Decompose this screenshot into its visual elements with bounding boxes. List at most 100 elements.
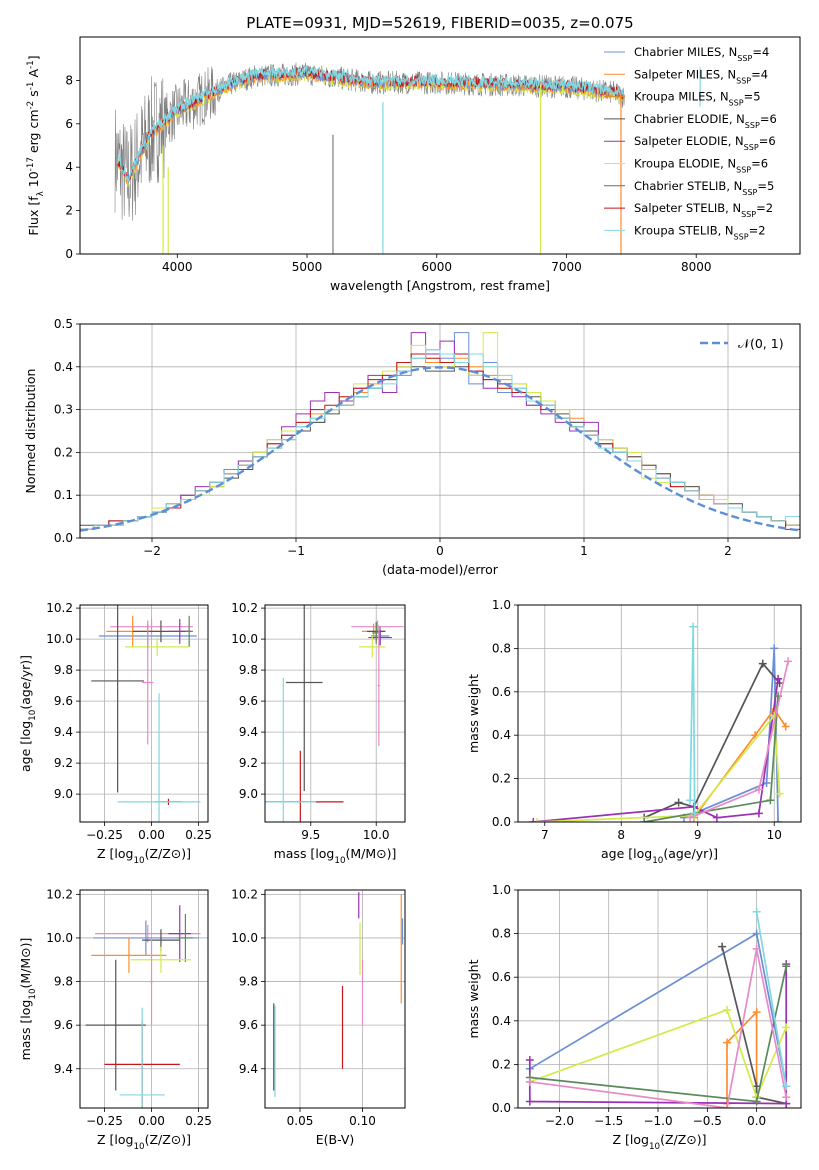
y-tick-label: 8 <box>65 73 73 87</box>
y-axis-label: Normed distribution <box>23 369 38 494</box>
y-tick-label: 10.2 <box>231 887 258 901</box>
mass-weight-point <box>754 809 763 818</box>
x-axis-label: mass [log10(M/M⊙)] <box>274 846 397 866</box>
mass-weight-point <box>718 942 727 951</box>
mass-weight-point <box>782 1093 791 1102</box>
legend-entry: Salpeter ELODIE, NSSP=6 <box>634 134 776 152</box>
mass-weight-point <box>640 818 649 822</box>
y-tick-label: 9.4 <box>54 725 73 739</box>
x-tick-label: −0.25 <box>86 1114 123 1128</box>
y-tick-label: 0.6 <box>492 970 511 984</box>
y-tick-label: 0.3 <box>54 403 73 417</box>
y-tick-label: 0.0 <box>54 531 73 545</box>
y-tick-label: 9.8 <box>54 975 73 989</box>
x-tick-label: 9.5 <box>301 828 320 842</box>
y-tick-label: 6 <box>65 117 73 131</box>
mass-vs-metallicity-panel: −0.25 0.00 0.25 9.4 9.6 9.8 10.0 10.2 Z [log10(Z… <box>18 887 212 1152</box>
plot-area <box>114 62 701 254</box>
mass-weight-point <box>758 659 767 668</box>
y-tick-label: 10.0 <box>231 931 258 945</box>
mass-weight-point <box>525 1097 534 1106</box>
legend-entry: Kroupa MILES, NSSP=5 <box>634 90 761 108</box>
x-tick-label: 0.25 <box>185 1114 212 1128</box>
x-tick-label: 0 <box>436 544 444 558</box>
y-tick-label: 0.8 <box>492 641 511 655</box>
age-vs-metallicity-panel: −0.25 0.00 0.25 9.0 9.2 9.4 9.6 9.8 10.0 10.2 Z [l… <box>18 601 212 866</box>
y-tick-label: 9.6 <box>239 694 258 708</box>
legend-entry: Chabrier ELODIE, NSSP=6 <box>634 112 777 129</box>
y-tick-label: 2 <box>65 204 73 218</box>
y-tick-label: 10.0 <box>46 632 73 646</box>
y-tick-label: 10.0 <box>46 931 73 945</box>
y-tick-label: 9.0 <box>239 787 258 801</box>
x-tick-label: −2 <box>143 544 161 558</box>
plot-area <box>265 605 404 822</box>
mass-weight-point <box>689 622 698 631</box>
plot-area <box>525 907 791 1108</box>
mass-weight-point <box>774 674 783 683</box>
mass-weight-point <box>712 813 721 822</box>
mass-vs-extinction-panel: 0.05 0.10 9.4 9.6 9.8 10.0 10.2 E(B-V) <box>231 887 406 1147</box>
y-tick-label: 0.2 <box>492 772 511 786</box>
y-tick-label: 9.8 <box>54 663 73 677</box>
mass-weight-point <box>690 809 699 818</box>
residual-histogram-panel: −2 −1 0 1 2 0.0 0.1 0.2 0.3 0.4 0.5 (data-model)/er… <box>23 317 801 577</box>
mass-weight-point <box>686 796 695 805</box>
mass-weight-point <box>782 962 791 971</box>
x-tick-label: 0.05 <box>287 1114 314 1128</box>
mass-weight-point <box>752 929 761 938</box>
mass-weight-point <box>752 1008 761 1017</box>
mass-weight-line <box>529 1008 787 1100</box>
y-tick-label: 9.2 <box>54 756 73 770</box>
x-tick-label: 7 <box>541 828 549 842</box>
figure-title: PLATE=0931, MJD=52619, FIBERID=0035, z=0… <box>246 14 633 32</box>
x-tick-label: −0.25 <box>86 828 123 842</box>
axes-frame <box>79 604 209 823</box>
y-axis-label: mass weight <box>466 674 481 753</box>
mass-weight-point <box>782 1082 791 1091</box>
y-tick-label: 0.4 <box>54 360 73 374</box>
legend-entry: Chabrier MILES, NSSP=4 <box>634 45 769 63</box>
y-tick-label: 0.5 <box>54 317 73 331</box>
x-tick-label: 0.00 <box>138 828 165 842</box>
plot-area <box>91 605 201 822</box>
y-tick-label: 9.8 <box>239 663 258 677</box>
y-tick-label: 0.0 <box>492 815 511 829</box>
legend-entry: Kroupa STELIB, NSSP=2 <box>634 223 766 241</box>
mass-weight-point <box>686 813 695 822</box>
mass-weight-point <box>723 1005 732 1014</box>
mass-weight-vs-metallicity-panel: −2.0 −1.5 −1.0 −0.5 0.0 0.0 0.2 0.4 0.6 0.8 1.0 Z [… <box>466 883 802 1152</box>
mass-weight-point <box>752 1097 761 1106</box>
y-tick-label: 1.0 <box>492 883 511 897</box>
y-tick-label: 9.4 <box>239 725 258 739</box>
age-vs-mass-panel: 9.5 10.0 9.0 9.2 9.4 9.6 9.8 10.0 10.2 mass [log1… <box>231 601 406 866</box>
mass-weight-point <box>782 1023 791 1032</box>
y-tick-label: 0.8 <box>492 927 511 941</box>
mass-weight-point <box>766 796 775 805</box>
axes-frame <box>264 604 406 823</box>
y-tick-label: 9.0 <box>54 787 73 801</box>
legend-entry: Chabrier STELIB, NSSP=5 <box>634 179 774 197</box>
x-tick-label: 0.0 <box>747 1114 766 1128</box>
legend-entry: Kroupa ELODIE, NSSP=6 <box>634 157 768 175</box>
axes-frame <box>79 889 209 1109</box>
plot-area <box>85 905 201 1108</box>
y-tick-label: 0.1 <box>54 488 73 502</box>
observed-spectrum <box>114 62 626 221</box>
x-tick-label: 10.0 <box>363 828 390 842</box>
y-tick-label: 9.4 <box>54 1062 73 1076</box>
x-tick-label: 8 <box>617 828 625 842</box>
mass-weight-point <box>674 798 683 807</box>
mass-weight-point <box>752 907 761 916</box>
y-tick-label: 0 <box>65 247 73 261</box>
axes-frame <box>264 889 406 1109</box>
y-axis-label: mass weight <box>466 959 481 1038</box>
plot-area <box>80 332 800 538</box>
x-tick-label: −2.0 <box>545 1114 574 1128</box>
y-tick-label: 0.2 <box>54 445 73 459</box>
mass-weight-point <box>770 644 779 653</box>
y-tick-label: 0.2 <box>492 1057 511 1071</box>
y-tick-label: 9.6 <box>54 694 73 708</box>
legend-entry: Salpeter MILES, NSSP=4 <box>634 67 768 85</box>
